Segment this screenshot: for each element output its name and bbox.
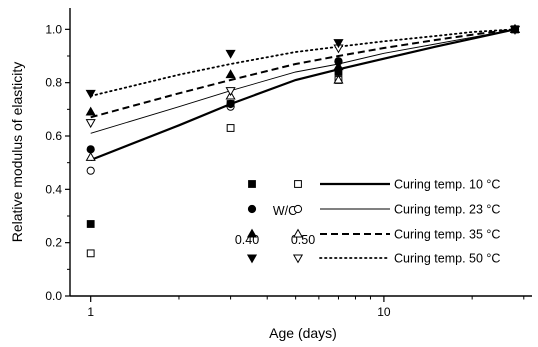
y-tick-label: 1.0 [45,22,62,36]
fit-line-series-1 [90,28,516,162]
point-series-4-wc040 [333,39,344,49]
point-series-1-wc050 [86,249,95,258]
point-series-3-wc040 [225,69,236,79]
legend-header: W/C [273,204,297,218]
legend-marker-wc050 [292,228,304,238]
legend-marker-wc040 [247,204,257,214]
legend-curing-label: Curing temp. 23 °C [394,203,500,217]
legend-marker-wc050 [293,204,303,214]
fit-lines [89,28,516,162]
data-points [85,23,521,258]
point-series-2-wc040 [226,99,235,109]
axes: 0.0 0.2 0.4 0.6 0.8 1.0 1 10 [45,8,532,319]
point-series-4-wc050 [225,87,236,97]
point-series-2-wc040 [86,145,95,154]
y-axis-label: Relative modulus of elasticity [9,62,25,243]
point-series-4-wc050 [85,119,96,129]
point-series-1-wc050 [226,124,235,132]
legend-marker-wc040 [246,228,258,238]
point-series-4-wc040 [225,49,236,59]
point-series-4-wc040 [509,25,521,35]
legend-marker-wc050 [292,254,304,264]
fit-line-series-4 [89,28,516,97]
y-tick-label: 0.0 [45,289,62,303]
y-tick-label: 0.4 [45,182,62,196]
point-series-3-wc050 [333,74,344,84]
legend-curing-label: Curing temp. 35 °C [394,228,500,242]
y-tick-label: 0.6 [45,129,62,143]
x-tick-label: 1 [87,305,94,319]
legend-marker-wc040 [246,254,258,264]
point-series-3-wc050 [85,151,96,161]
legend-curing-label: Curing temp. 10 °C [394,178,500,192]
point-series-4-wc040 [85,89,96,99]
point-series-3-wc040 [333,61,344,71]
legend-marker-wc050 [294,180,302,188]
point-series-2-wc050 [86,166,95,175]
fit-line-series-3 [90,28,516,119]
point-series-1-wc040 [86,220,95,228]
legend-marker-wc040 [248,180,256,188]
point-series-3-wc040 [85,106,96,116]
y-tick-label: 0.2 [45,236,62,250]
y-tick-label: 0.8 [45,76,62,90]
x-axis-label: Age (days) [269,325,337,341]
x-tick-label: 10 [377,305,391,319]
legend-curing-label: Curing temp. 50 °C [394,252,500,266]
